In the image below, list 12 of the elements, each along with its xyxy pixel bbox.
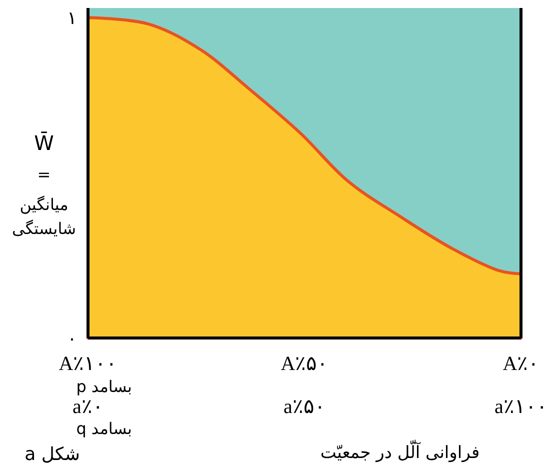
text: شکل a [24, 444, 80, 465]
x2-tick-label: a٪۵۰ [284, 396, 326, 418]
x-tick-label: A٪۵۰ [280, 353, 328, 375]
text: بسامد p [76, 377, 132, 396]
text: بسامد q [76, 419, 132, 438]
x-tick-label: A٪۱۰۰ [58, 353, 118, 375]
x-axis-title: فراوانی آلّل در جمعیّت [320, 439, 480, 463]
x2-tick-label: a٪۰ [72, 396, 104, 418]
x2-tick-label: a٪۱۰۰ [494, 396, 548, 418]
y-tick-label: ۱ [67, 8, 77, 29]
y-tick-label: ۰ [67, 328, 77, 350]
x-tick-label: A٪۰ [502, 353, 540, 375]
